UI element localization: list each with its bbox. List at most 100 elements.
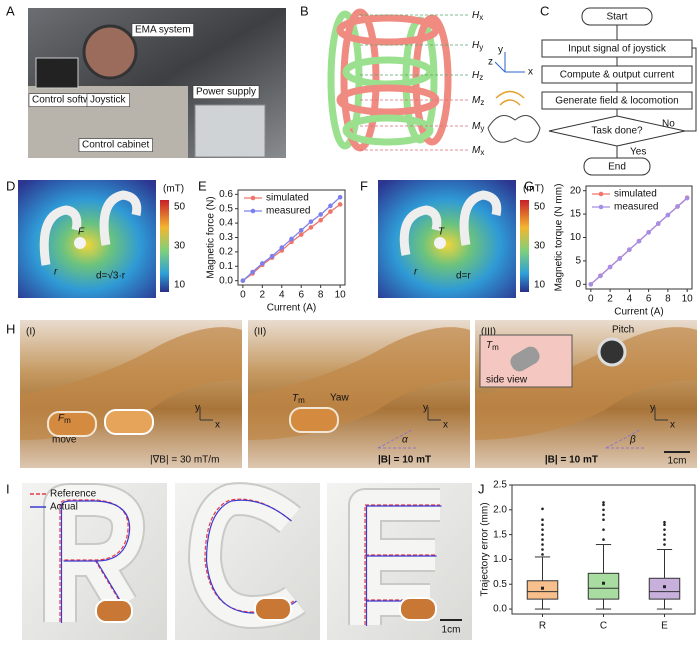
legend-label: measured [614,202,658,213]
distance-label: d=r [456,271,471,282]
y-tick-label: 1.5 [493,529,507,540]
symbol-label: Hy [472,40,483,52]
data-point [308,219,314,224]
y-tick-label: 0 [575,279,581,290]
outlier [541,543,544,546]
axis-arrows [494,52,525,73]
photo-label: Joystick [90,95,127,106]
y-tick-label: 15 [570,209,582,220]
symbol: T [486,340,493,351]
panel-label: B [300,3,309,18]
data-point [318,217,323,223]
symbol: M [472,95,481,106]
data-point [675,204,680,209]
robot-front [597,337,627,367]
x-tick-label: 0 [240,290,246,301]
symbol-label: Tm [486,340,499,352]
flow-step: End [608,162,626,173]
subscript: z [479,73,483,82]
field-symbol: F [78,227,85,238]
symbol: M [472,145,481,156]
signal [495,90,525,106]
robot [289,407,339,433]
panel-label: C [540,3,549,18]
photo-monitor [35,57,79,89]
x-tick-label: 8 [665,294,671,305]
data-point [318,212,323,217]
subscript: x [479,13,483,22]
flow-step: Input signal of joystick [568,44,667,55]
radius-label: r [54,267,58,278]
label-box [78,138,153,152]
x-tick-label: R [539,621,546,632]
legend-marker [250,195,256,201]
outlier [541,518,544,522]
x-tick-label: 2 [260,290,266,301]
magnet [99,190,142,246]
scale-label: 1cm [442,625,461,636]
data-point [289,236,294,242]
y-tick-label: 5 [575,256,581,267]
y-tick-label: 0.5 [219,203,233,214]
outlier [602,518,605,522]
outlier [541,548,544,551]
axis-label: x [670,420,675,431]
colorbar-tick: 50 [174,202,186,213]
reference-path [204,498,296,613]
legend-label: measured [266,206,310,217]
panel-label: F [360,178,368,193]
coil [336,14,440,46]
data-point [646,230,651,235]
data-point [627,247,632,252]
coil [342,114,434,146]
angle-label: α [402,435,408,446]
colorbar [520,200,529,292]
outlier [602,528,605,531]
panel-label: E [198,178,207,193]
coil [340,8,380,152]
y-tick-label: 20 [570,185,582,196]
flow-step: Start [606,12,627,23]
panel-label: H [6,321,15,336]
x-tick-label: 0 [588,294,594,305]
side-view-label: side view [486,375,528,386]
colorbar-tick: 50 [534,202,546,213]
outlier [602,508,605,512]
legend-marker [250,208,256,214]
move-label: move [52,435,77,446]
x-tick-label: 6 [298,290,304,301]
field-label: |B| = 10 mT [378,455,431,466]
outlier [541,507,544,511]
data-point [588,282,594,287]
x-tick-label: 4 [279,290,285,301]
data-point [308,225,314,230]
data-point [250,269,255,275]
data-point [269,253,275,259]
subscript: x [480,148,484,157]
distance-label: d=√3·r [96,270,126,282]
outlier [663,533,666,536]
photo-label: Control software [32,95,105,106]
outlier [663,523,666,526]
axis-label: y [423,403,428,414]
robot [95,599,133,623]
symbol-label: Fm [58,413,71,425]
x-axis-title: Current (A) [614,307,663,318]
colorbar-tick: 30 [534,241,546,252]
outlier [602,503,605,507]
robot [434,237,446,249]
robot [74,237,86,249]
data-point [298,228,304,233]
y-axis-title: Magnetic torque (N mm) [554,184,565,292]
symbol: H [472,40,480,51]
panel-label: J [478,481,485,496]
robot [254,597,292,621]
outlier [663,520,666,524]
axis-label: y [650,403,655,414]
subscript: m [64,416,71,425]
y-tick-label: 0.0 [493,604,507,615]
symbol-label: Hz [472,70,483,82]
flow-yes: Yes [630,147,646,158]
mean [541,586,544,590]
y-tick-label: 2.0 [493,504,507,515]
